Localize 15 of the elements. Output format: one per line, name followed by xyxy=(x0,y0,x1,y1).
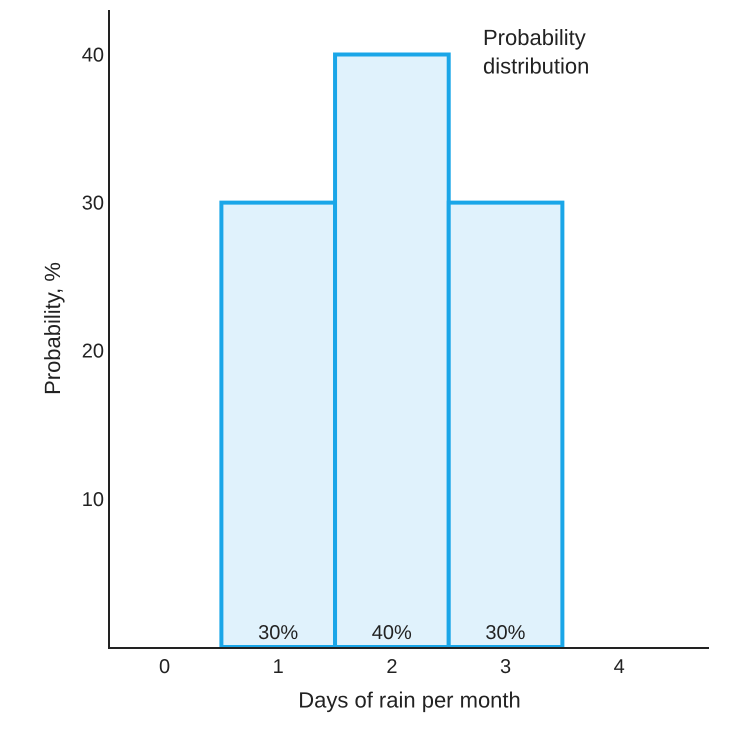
data-label: 30% xyxy=(258,622,298,644)
annotation: Probability distribution xyxy=(483,25,590,79)
x-tick-label: 4 xyxy=(614,656,625,678)
y-tick-label: 30 xyxy=(82,192,104,215)
data-label: 30% xyxy=(485,622,526,644)
x-tick-label: 2 xyxy=(386,656,398,678)
x-tick-label: 3 xyxy=(500,656,512,678)
y-tick-label: 40 xyxy=(82,44,104,66)
y-tick-label: 20 xyxy=(82,340,104,363)
y-axis-title: Probability, % xyxy=(40,262,66,395)
y-tick-label: 10 xyxy=(82,488,104,511)
x-tick-label: 0 xyxy=(158,656,170,678)
data-label: 40% xyxy=(372,622,412,644)
x-axis-title: Days of rain per month xyxy=(298,687,521,712)
x-tick-label: 1 xyxy=(272,656,284,678)
